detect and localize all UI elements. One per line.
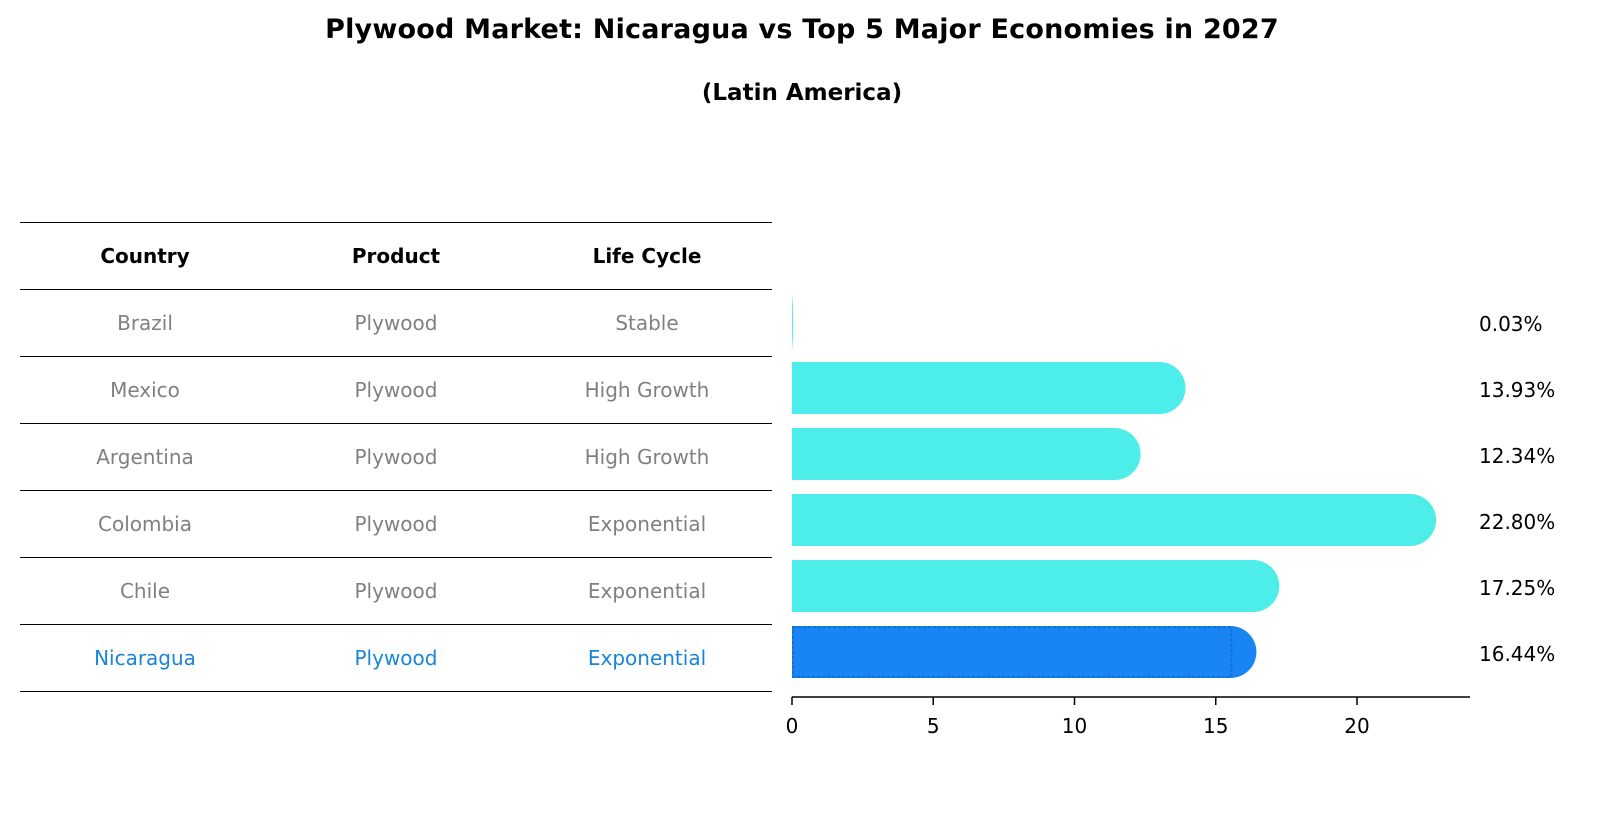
x-axis-tick-label: 20 — [1344, 714, 1369, 738]
chart-subtitle: (Latin America) — [701, 80, 903, 106]
table-row: Mexico Plywood High Growth — [20, 356, 772, 423]
table-row: Brazil Plywood Stable — [20, 289, 772, 356]
country-cell: Nicaragua — [94, 646, 196, 670]
bar-base-chile — [792, 560, 818, 612]
bar-chile — [792, 560, 1280, 612]
bar-highlight-outline — [792, 626, 1233, 678]
country-table: Country Product Life Cycle Brazil Plywoo… — [20, 222, 772, 692]
bar-base-nicaragua — [792, 626, 818, 678]
country-cell: Mexico — [110, 378, 180, 402]
bar-base-mexico — [792, 362, 818, 414]
x-axis-tick-label: 0 — [786, 714, 799, 738]
country-cell: Argentina — [96, 445, 194, 469]
column-header-life-cycle: Life Cycle — [592, 244, 702, 268]
life-cycle-cell: Exponential — [587, 646, 707, 670]
x-axis-tick-label: 15 — [1203, 714, 1228, 738]
life-cycle-cell: Exponential — [587, 579, 707, 603]
bar-base-colombia — [792, 494, 818, 546]
value-label: 12.34% — [1479, 444, 1555, 468]
table-header-row: Country Product Life Cycle — [20, 222, 772, 289]
bar-argentina — [792, 428, 1141, 480]
country-cell: Colombia — [98, 512, 192, 536]
x-axis-tick-label: 5 — [927, 714, 940, 738]
product-cell: Plywood — [354, 579, 438, 603]
bar-colombia — [792, 494, 1437, 546]
value-label: 17.25% — [1479, 576, 1555, 600]
country-cell: Chile — [119, 579, 171, 603]
product-cell: Plywood — [354, 512, 438, 536]
product-cell: Plywood — [354, 378, 438, 402]
value-label: 13.93% — [1479, 378, 1555, 402]
table-row: Argentina Plywood High Growth — [20, 423, 772, 490]
life-cycle-cell: Stable — [615, 311, 679, 335]
bar-nicaragua — [792, 626, 1257, 678]
product-cell: Plywood — [354, 311, 438, 335]
chart-title: Plywood Market: Nicaragua vs Top 5 Major… — [325, 14, 1279, 45]
value-label: 0.03% — [1479, 312, 1543, 336]
product-cell: Plywood — [354, 445, 438, 469]
country-cell: Brazil — [117, 311, 173, 335]
column-header-country: Country — [100, 244, 190, 268]
table-row-highlighted: Nicaragua Plywood Exponential — [20, 624, 772, 692]
life-cycle-cell: High Growth — [584, 445, 710, 469]
column-header-product: Product — [351, 244, 441, 268]
life-cycle-cell: Exponential — [587, 512, 707, 536]
bar-mexico — [792, 362, 1186, 414]
product-cell: Plywood — [354, 646, 438, 670]
bar-brazil — [792, 296, 793, 348]
bar-base-argentina — [792, 428, 818, 480]
x-axis-tick-label: 10 — [1062, 714, 1087, 738]
value-label: 22.80% — [1479, 510, 1555, 534]
table-row: Colombia Plywood Exponential — [20, 490, 772, 557]
value-label: 16.44% — [1479, 642, 1555, 666]
table-row: Chile Plywood Exponential — [20, 557, 772, 624]
life-cycle-cell: High Growth — [584, 378, 710, 402]
